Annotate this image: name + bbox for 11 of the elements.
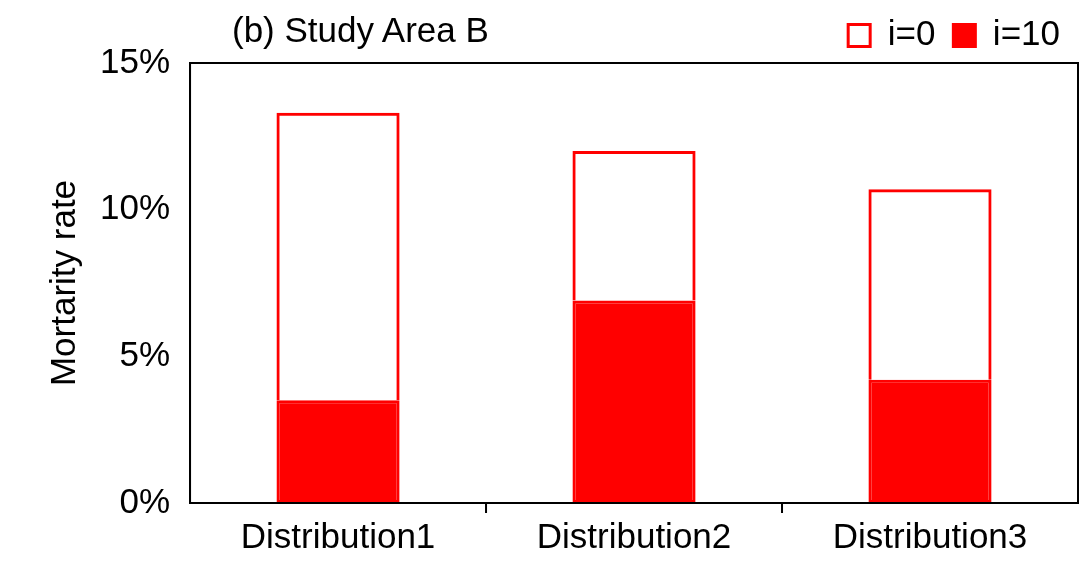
y-tick-label: 0% (119, 480, 171, 520)
y-axis-title: Mortarity rate (42, 179, 82, 387)
y-tick-label: 10% (99, 187, 171, 227)
chart-title: (b) Study Area B (232, 10, 489, 50)
y-tick-label: 5% (119, 333, 171, 373)
x-tick-label: Distribution1 (240, 515, 436, 555)
legend-label: i=10 (992, 13, 1061, 53)
x-tick-label: Distribution3 (832, 515, 1028, 555)
legend-label: i=0 (887, 13, 936, 53)
y-tick-label: 15% (99, 40, 171, 80)
x-tick-label: Distribution2 (536, 515, 732, 555)
